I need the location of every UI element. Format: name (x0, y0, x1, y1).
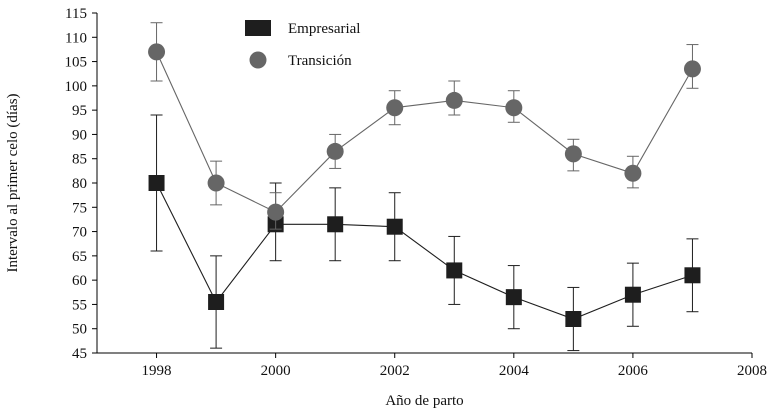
data-point (267, 203, 285, 221)
y-tick-label: 55 (72, 297, 87, 313)
legend-label: Empresarial (288, 21, 360, 37)
data-point (326, 142, 344, 160)
series-line (156, 182, 693, 320)
data-point (565, 311, 582, 327)
y-tick-label: 65 (72, 249, 87, 265)
x-tick-label: 2008 (737, 363, 767, 379)
data-point (386, 218, 403, 235)
legend-item: Empresarial (245, 20, 360, 37)
data-point (386, 99, 404, 117)
x-tick-label: 2004 (499, 363, 530, 379)
series-layer (148, 22, 701, 352)
y-tick-label: 85 (72, 152, 87, 168)
data-point (148, 175, 165, 191)
x-tick-label: 2006 (618, 363, 649, 379)
data-point (624, 286, 641, 303)
data-point (624, 164, 642, 182)
y-tick-label: 70 (72, 225, 87, 241)
data-point (505, 99, 523, 117)
legend-marker (245, 20, 271, 36)
x-tick-label: 2000 (261, 363, 291, 379)
y-tick-label: 60 (72, 273, 87, 289)
data-point (148, 43, 166, 61)
legend-marker (249, 51, 267, 69)
x-tick-label: 1998 (142, 363, 172, 379)
legend-item: Transición (249, 51, 352, 69)
data-point (445, 91, 463, 109)
x-axis-title: Año de parto (385, 393, 463, 409)
y-tick-label: 75 (72, 200, 87, 216)
y-tick-label: 105 (65, 55, 88, 71)
y-tick-label: 100 (65, 79, 88, 95)
y-tick-label: 90 (72, 127, 87, 143)
series-1 (148, 22, 701, 230)
data-point (446, 262, 463, 279)
data-point (505, 289, 522, 306)
data-point (683, 60, 701, 78)
y-tick-label: 50 (72, 322, 87, 338)
y-tick-label: 110 (65, 30, 87, 46)
legend-label: Transición (288, 53, 352, 69)
data-point (327, 216, 344, 233)
y-axis-title: Intervalo al primer celo (días) (5, 93, 21, 272)
axes: 45 50 55 60 65 70 75 80 85 90 95 100 105 110 115 1998 20… (65, 6, 768, 379)
y-tick-label: 80 (72, 176, 87, 192)
series-line (156, 51, 693, 213)
data-point (208, 294, 225, 310)
y-tick-label: 45 (72, 346, 87, 362)
legend: Empresarial Transición (245, 20, 360, 69)
y-tick-label: 115 (65, 6, 87, 22)
x-tick-label: 2002 (380, 363, 410, 379)
data-point (684, 267, 701, 284)
data-point (207, 174, 225, 192)
series-0 (148, 114, 701, 352)
y-tick-label: 95 (72, 103, 87, 119)
data-point (564, 145, 582, 163)
